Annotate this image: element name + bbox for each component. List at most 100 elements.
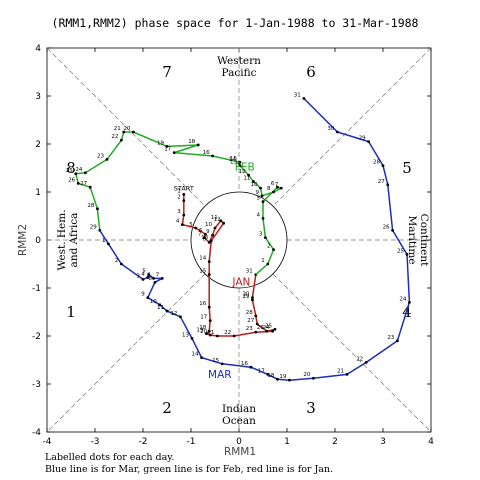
y-tick-label: 4: [35, 44, 41, 54]
day-label: 26: [383, 224, 390, 230]
region-label-top: Pacific: [222, 67, 257, 79]
day-point: [396, 339, 399, 343]
day-label: 17: [164, 147, 171, 153]
day-label: 14: [199, 256, 206, 262]
day-label: 6: [147, 272, 151, 278]
day-label: 3: [137, 273, 141, 279]
day-point: [74, 172, 78, 176]
day-label: 18: [188, 139, 195, 145]
day-label: 28: [246, 310, 253, 316]
day-point: [220, 362, 224, 366]
day-point: [213, 226, 217, 230]
y-tick-label: -3: [32, 380, 41, 390]
region-label-top: Western: [217, 55, 261, 67]
day-label: 24: [75, 167, 82, 173]
day-point: [251, 296, 254, 299]
footnote-2: Blue line is for Mar, green line is for …: [45, 464, 333, 475]
day-point: [381, 164, 385, 168]
day-point: [408, 301, 411, 304]
day-label: 23: [97, 153, 104, 159]
day-point: [203, 236, 206, 240]
day-label: 1: [177, 188, 181, 194]
phase-number-2: 2: [162, 399, 172, 417]
x-tick-label: 2: [332, 437, 338, 447]
day-point: [182, 193, 186, 196]
day-label: 2: [267, 244, 271, 250]
day-label: 18: [267, 373, 274, 379]
day-label: 13: [230, 160, 237, 166]
day-point: [182, 213, 186, 217]
x-tick-label: 1: [284, 437, 290, 447]
day-label: 9: [256, 190, 260, 196]
region-label-bottom: Indian: [222, 403, 256, 415]
day-label: 27: [378, 179, 385, 185]
x-tick-label: -3: [91, 437, 100, 447]
y-tick-label: -1: [32, 284, 41, 294]
day-point: [255, 322, 259, 326]
y-axis-label: RMM2: [17, 224, 29, 256]
day-label: 28: [373, 160, 380, 166]
day-label: 5: [189, 222, 193, 228]
day-label: 30: [242, 292, 249, 298]
unit-circle: [190, 191, 288, 289]
x-tick-label: -1: [187, 437, 196, 447]
day-point: [180, 223, 184, 227]
day-point: [132, 130, 135, 134]
day-label: 15: [230, 156, 237, 162]
day-label: 20: [123, 126, 130, 132]
day-label: 22: [356, 356, 363, 362]
day-point: [261, 217, 265, 220]
day-label: 3: [259, 232, 263, 238]
day-point: [238, 160, 242, 164]
day-label: 25: [397, 248, 404, 254]
day-label: 27: [247, 318, 254, 324]
day-point: [120, 262, 123, 266]
day-label: 16: [241, 361, 248, 367]
day-point: [146, 296, 150, 299]
day-point: [190, 337, 194, 340]
x-tick-label: -2: [139, 437, 148, 447]
day-point: [264, 236, 267, 240]
day-point: [276, 185, 279, 189]
day-point: [207, 329, 211, 333]
day-point: [405, 253, 409, 256]
day-label: 15: [212, 358, 219, 364]
day-label: 8: [267, 186, 271, 192]
day-label: 17: [200, 315, 207, 321]
day-point: [265, 329, 269, 333]
x-tick-label: -4: [43, 437, 52, 447]
day-point: [238, 164, 242, 168]
phase-number-6: 6: [306, 63, 316, 81]
day-point: [146, 276, 150, 279]
diagonal-guide: [46, 47, 206, 207]
day-label: 1: [102, 238, 106, 244]
day-label: 20: [200, 329, 207, 335]
day-label: 31: [246, 269, 253, 275]
region-label-right: Maritime: [406, 215, 418, 264]
day-label: 19: [157, 140, 164, 146]
day-label: 12: [239, 169, 246, 175]
diagonal-guide: [272, 47, 432, 207]
day-label: 2: [115, 258, 119, 264]
day-point: [266, 262, 270, 266]
day-label: 1: [261, 258, 265, 264]
x-tick-label: 4: [428, 437, 434, 447]
day-point: [367, 140, 370, 144]
day-point: [88, 185, 92, 189]
day-label: 6: [271, 181, 275, 187]
day-label: 4: [176, 219, 180, 225]
day-point: [261, 200, 265, 204]
month-label-feb: FEB: [235, 161, 255, 173]
chart-title: (RMM1,RMM2) phase space for 1-Jan-1988 t…: [52, 16, 419, 30]
day-point: [196, 143, 200, 147]
footnote-1: Labelled dots for each day.: [45, 452, 174, 463]
day-point: [302, 97, 306, 100]
day-label: 8: [149, 276, 153, 282]
x-tick-label: 0: [236, 437, 242, 447]
start-label: START: [174, 184, 194, 192]
day-label: 24: [399, 296, 406, 302]
day-label: 25: [265, 323, 272, 329]
day-label: 21: [337, 368, 344, 374]
